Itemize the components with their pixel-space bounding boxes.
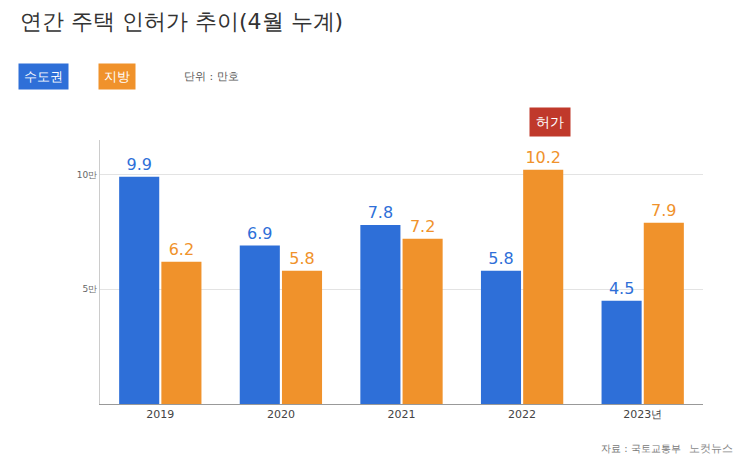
svg-text:허가: 허가 [536,114,564,130]
svg-text:6.2: 6.2 [169,240,194,259]
svg-text:연간 주택 인허가 추이(4월 누계): 연간 주택 인허가 추이(4월 누계) [20,9,343,34]
svg-text:2019: 2019 [146,408,174,421]
svg-text:4.5: 4.5 [609,279,634,298]
svg-text:2022: 2022 [508,408,536,421]
svg-text:7.9: 7.9 [651,201,676,220]
svg-text:6.9: 6.9 [247,224,272,243]
svg-text:10만: 10만 [77,170,97,180]
svg-text:10.2: 10.2 [525,148,561,167]
svg-text:노컷뉴스: 노컷뉴스 [689,442,733,455]
svg-text:7.8: 7.8 [368,203,393,222]
svg-text:2021: 2021 [388,408,416,421]
svg-text:9.9: 9.9 [126,155,151,174]
svg-text:7.2: 7.2 [410,217,435,236]
svg-text:2023년: 2023년 [623,408,662,421]
svg-text:2020: 2020 [267,408,295,421]
svg-text:5.8: 5.8 [289,249,314,268]
svg-text:5만: 5만 [82,284,97,294]
svg-text:5.8: 5.8 [488,249,513,268]
svg-text:수도권: 수도권 [24,69,63,84]
svg-text:자료 : 국토교통부: 자료 : 국토교통부 [601,443,681,454]
svg-text:지방: 지방 [104,69,130,84]
svg-text:단위 : 만호: 단위 : 만호 [184,70,239,83]
